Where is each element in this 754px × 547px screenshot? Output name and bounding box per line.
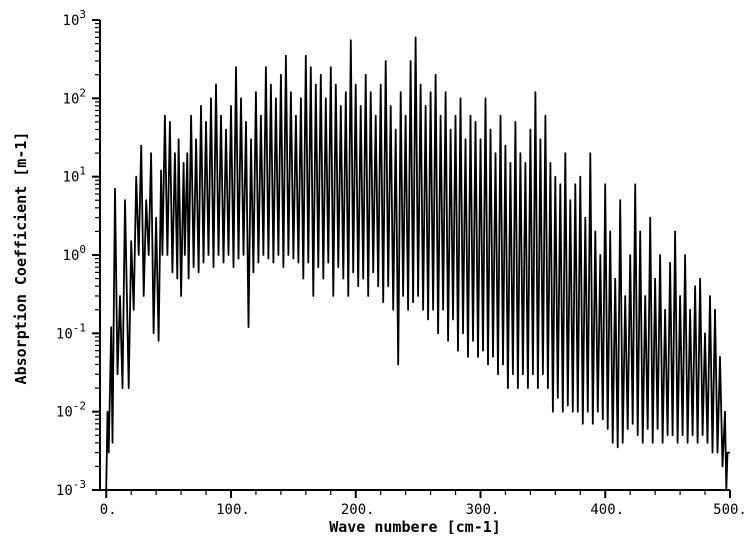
x-tick-label: 100. <box>216 502 250 518</box>
x-axis-title: Wave numbere [cm-1] <box>329 518 501 536</box>
y-tick-label: 10-1 <box>56 321 86 342</box>
x-tick-label: 400. <box>590 502 624 518</box>
y-axis-title: Absorption Coefficient [m-1] <box>12 132 30 385</box>
x-tick-label: 300. <box>466 502 500 518</box>
x-tick-label: 500. <box>713 502 747 518</box>
y-tick-label: 10-2 <box>56 400 86 421</box>
x-tick-label: 0. <box>100 502 117 518</box>
tick-labels: 10-3 10-2 10-1 100 101 102 103 0. 100. 200. 300. 40… <box>56 8 747 518</box>
y-tick-label: 102 <box>63 86 86 107</box>
y-tick-label: 101 <box>63 165 86 186</box>
series-layer <box>105 36 730 491</box>
x-tick-label: 200. <box>341 502 375 518</box>
y-tick-label: 103 <box>63 8 86 29</box>
y-tick-label: 100 <box>63 243 86 264</box>
series-line-0 <box>105 36 730 491</box>
tick-marks <box>92 19 731 498</box>
y-tick-label: 10-3 <box>56 478 86 499</box>
